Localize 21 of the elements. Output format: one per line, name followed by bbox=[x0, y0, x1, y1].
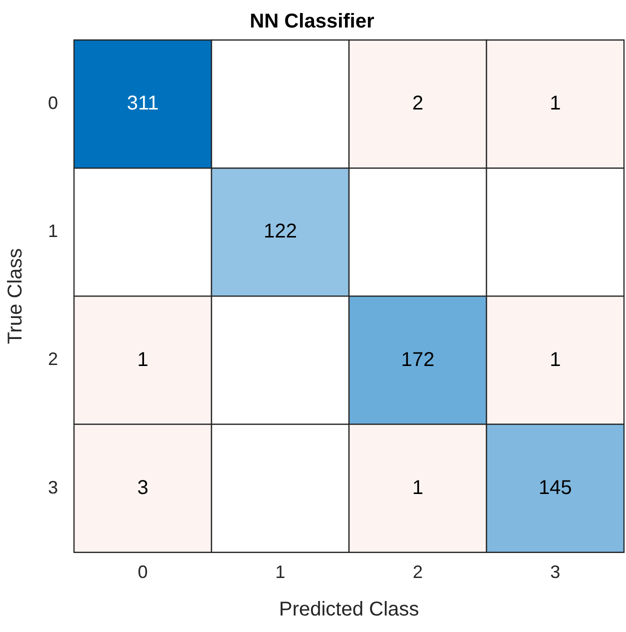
data-label: 1 bbox=[137, 348, 148, 371]
x-axis-title: Predicted Class bbox=[278, 598, 420, 621]
x-tick-label: 2 bbox=[412, 562, 423, 582]
x-tick-label: 1 bbox=[275, 562, 286, 582]
x-tick-label: 3 bbox=[550, 562, 560, 582]
data-label: 172 bbox=[401, 348, 434, 371]
chart-title: NN Classifier bbox=[250, 10, 374, 33]
y-tick-label: 3 bbox=[48, 477, 58, 498]
data-label: 3 bbox=[137, 476, 148, 499]
y-tick-label: 1 bbox=[48, 221, 58, 242]
x-tick-label: 0 bbox=[138, 562, 148, 582]
data-label: 1 bbox=[550, 348, 561, 371]
y-axis-title: True Class bbox=[4, 248, 27, 344]
data-label: 145 bbox=[538, 476, 572, 499]
y-tick-label: 0 bbox=[48, 93, 58, 114]
data-label: 311 bbox=[126, 92, 159, 115]
y-tick-label: 2 bbox=[48, 349, 58, 370]
data-label: 2 bbox=[412, 92, 424, 115]
data-label: 1 bbox=[412, 476, 424, 499]
data-label: 1 bbox=[550, 92, 561, 115]
data-label: 122 bbox=[264, 220, 297, 243]
